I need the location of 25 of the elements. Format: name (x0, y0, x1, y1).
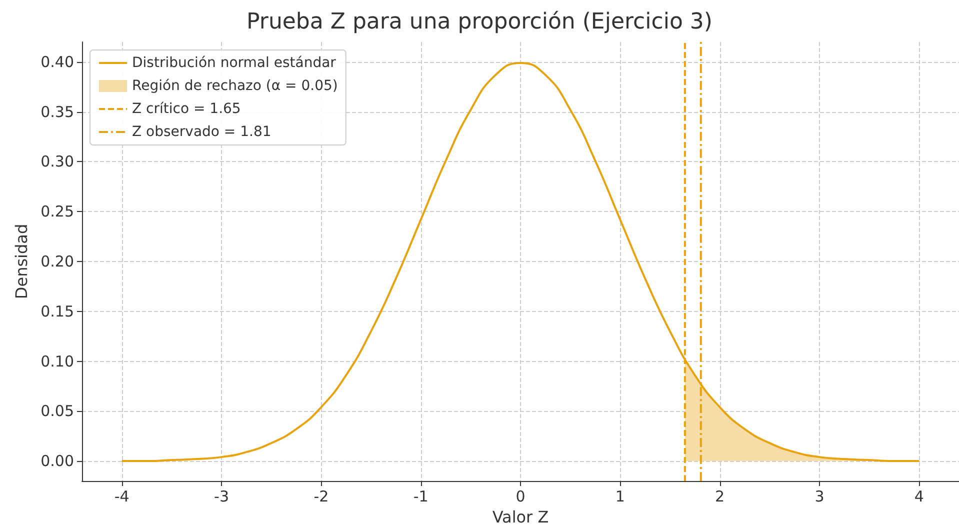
y-tick-label: 0.15 (40, 302, 74, 320)
x-tick-label: 0 (516, 488, 526, 506)
x-tick-label: 2 (715, 488, 725, 506)
y-tick-label: 0.10 (40, 352, 74, 370)
x-tick-label: -4 (114, 488, 130, 506)
x-tick-label: -3 (214, 488, 230, 506)
y-tick-label: 0.00 (40, 452, 74, 470)
y-tick-label: 0.25 (40, 202, 74, 221)
x-tick-label: -2 (314, 488, 329, 506)
chart-title: Prueba Z para una proporción (Ejercicio 3) (246, 10, 712, 34)
y-axis-title: Densidad (12, 224, 32, 300)
x-tick-label: 4 (914, 488, 924, 506)
y-tick-label: 0.05 (40, 402, 74, 420)
x-tick-label: -1 (413, 488, 428, 506)
y-tick-label: 0.20 (40, 252, 74, 270)
y-tick-label: 0.40 (40, 52, 74, 71)
y-tick-label: 0.35 (40, 102, 74, 121)
x-tick-label: 1 (615, 488, 625, 506)
y-tick-label: 0.30 (40, 152, 74, 171)
legend-label: Región de rechazo (α = 0.05) (132, 78, 338, 94)
x-axis-title: Valor Z (492, 508, 549, 526)
legend-label: Distribución normal estándar (132, 55, 336, 71)
legend-label: Z observado = 1.81 (132, 124, 272, 140)
x-tick-label: 3 (814, 488, 824, 506)
legend-label: Z crítico = 1.65 (132, 101, 241, 117)
